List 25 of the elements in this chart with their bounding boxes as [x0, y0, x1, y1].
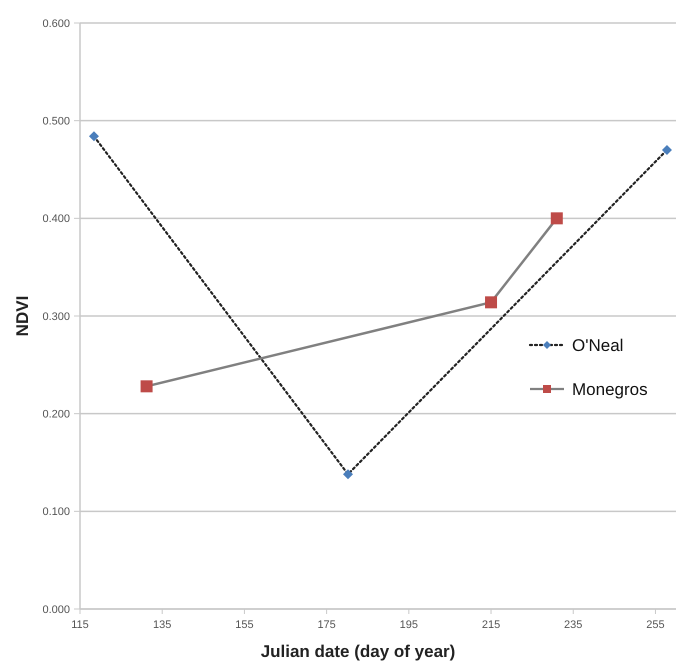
- x-tick-label: 235: [564, 619, 582, 631]
- y-tick-label: 0.300: [42, 310, 70, 323]
- x-tick-label: 115: [71, 619, 89, 631]
- x-tick-label: 215: [482, 619, 500, 631]
- y-tick-label: 0.500: [42, 116, 70, 128]
- x-axis-title: Julian date (day of year): [260, 642, 456, 661]
- point: [662, 144, 672, 155]
- y-tick-label: 0.200: [42, 408, 70, 421]
- x-tick-label: 195: [400, 619, 418, 631]
- x-tick-label: 175: [317, 619, 336, 631]
- legend-label: O'Neal: [572, 336, 624, 355]
- y-tick-label: 0.100: [42, 506, 70, 518]
- y-tick-label: 0.400: [42, 213, 70, 226]
- point: [140, 380, 153, 392]
- y-tick-label: 0.600: [42, 18, 70, 30]
- x-tick-label: 255: [646, 619, 665, 631]
- y-tick-label: 0.000: [42, 604, 70, 616]
- legend-label: Monegros: [572, 380, 648, 399]
- point: [550, 212, 563, 224]
- x-tick-label: 135: [153, 619, 172, 631]
- y-axis-title: NDVI: [13, 296, 32, 336]
- x-tick-label: 155: [235, 619, 254, 631]
- point: [342, 469, 353, 480]
- point: [485, 296, 498, 308]
- point: [88, 131, 99, 142]
